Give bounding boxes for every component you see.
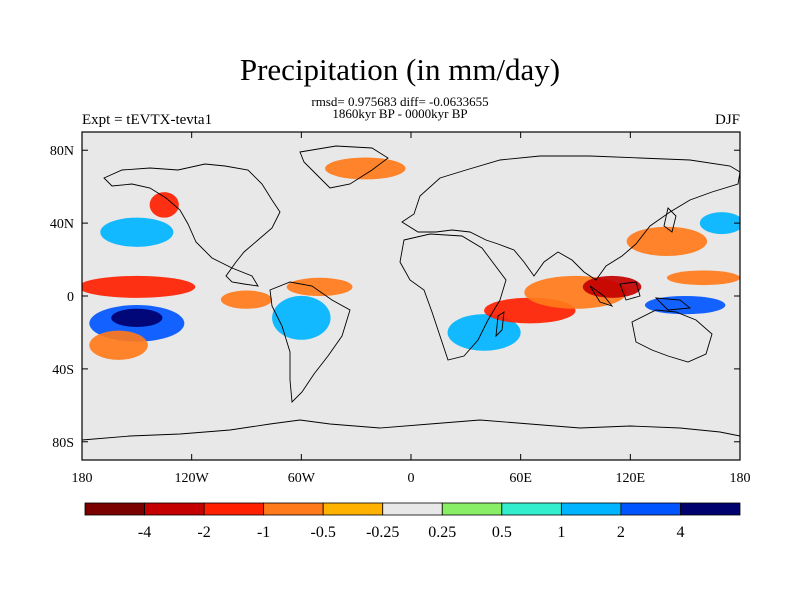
colorbar-box — [560, 502, 622, 516]
coast-borneo — [619, 281, 641, 301]
x-tick-label: 180 — [72, 471, 93, 486]
coast-japan — [663, 207, 677, 233]
x-tick-label: 0 — [408, 471, 415, 486]
colorbar: -4 -2 -1 -0.5 -0.25 0.25 0.5 1 2 4 — [84, 502, 741, 541]
coast-new-guinea — [654, 297, 692, 311]
anomaly-14 — [626, 226, 708, 256]
x-tick-label: 180 — [730, 471, 751, 486]
x-tick-label: 60W — [288, 471, 316, 486]
map-background — [82, 132, 740, 460]
anomaly-5 — [149, 192, 179, 218]
colorbar-label: 4 — [676, 524, 684, 541]
anomaly-15 — [644, 295, 726, 315]
colorbar-box — [84, 502, 145, 516]
coast-australia — [631, 309, 713, 363]
anomaly-9 — [325, 157, 406, 180]
coast-antarctica — [82, 419, 740, 441]
anomaly-layer — [82, 157, 740, 360]
x-tick-label: 120W — [175, 471, 210, 486]
colorbar-label: -2 — [197, 524, 210, 541]
stats-subtitle: rmsd= 0.975683 diff= -0.0633655 — [311, 94, 489, 109]
colorbar-box — [501, 502, 562, 516]
colorbar-label: 0.5 — [492, 524, 512, 541]
anomaly-13 — [582, 275, 642, 298]
season-label: DJF — [714, 112, 740, 128]
colorbar-box — [620, 502, 681, 516]
coast-south-america — [269, 281, 351, 403]
y-tick-label: 40N — [50, 217, 74, 232]
coast-eurasia — [401, 155, 740, 281]
anomaly-7 — [272, 295, 331, 340]
coast-africa — [399, 233, 507, 361]
colorbar-label: -0.25 — [366, 524, 399, 541]
coastlines — [82, 145, 740, 441]
colorbar-box — [144, 502, 205, 516]
anomaly-17 — [699, 212, 740, 235]
anomaly-8 — [286, 277, 353, 297]
axes: 180 120W 60W 0 60E 120E 180 80N 40N 0 40S 80S — [50, 132, 751, 486]
colorbar-label: 1 — [557, 524, 565, 541]
period-subtitle: 1860kyr BP - 0000kyr BP — [332, 106, 468, 121]
anomaly-4 — [100, 217, 174, 247]
coast-greenland — [299, 145, 389, 189]
colorbar-box — [322, 502, 384, 516]
colorbar-box — [680, 502, 741, 516]
colorbar-box — [382, 502, 443, 516]
anomaly-6 — [220, 290, 273, 309]
colorbar-label: 2 — [617, 524, 625, 541]
anomaly-2 — [82, 275, 196, 298]
y-tick-label: 80N — [50, 144, 74, 159]
y-tick-label: 0 — [67, 290, 74, 305]
coast-north-america — [103, 163, 281, 287]
x-tick-label: 120E — [616, 471, 646, 486]
colorbar-box — [263, 502, 324, 516]
colorbar-label: 0.25 — [428, 524, 456, 541]
colorbar-box — [203, 502, 265, 516]
y-tick-label: 40S — [52, 363, 74, 378]
y-tick-label: 80S — [52, 436, 74, 451]
colorbar-label: -1 — [257, 524, 270, 541]
anomaly-16 — [666, 270, 740, 286]
anomaly-3 — [89, 330, 148, 360]
colorbar-box — [441, 502, 503, 516]
colorbar-label: -4 — [138, 524, 151, 541]
x-tick-label: 60E — [509, 471, 532, 486]
coast-sumatra — [589, 285, 614, 307]
experiment-label: Expt = tEVTX-tevta1 — [82, 112, 213, 128]
chart-title: Precipitation (in mm/day) — [239, 52, 561, 87]
colorbar-label: -0.5 — [311, 524, 336, 541]
coast-madagascar — [495, 311, 505, 338]
anomaly-1 — [111, 308, 163, 328]
